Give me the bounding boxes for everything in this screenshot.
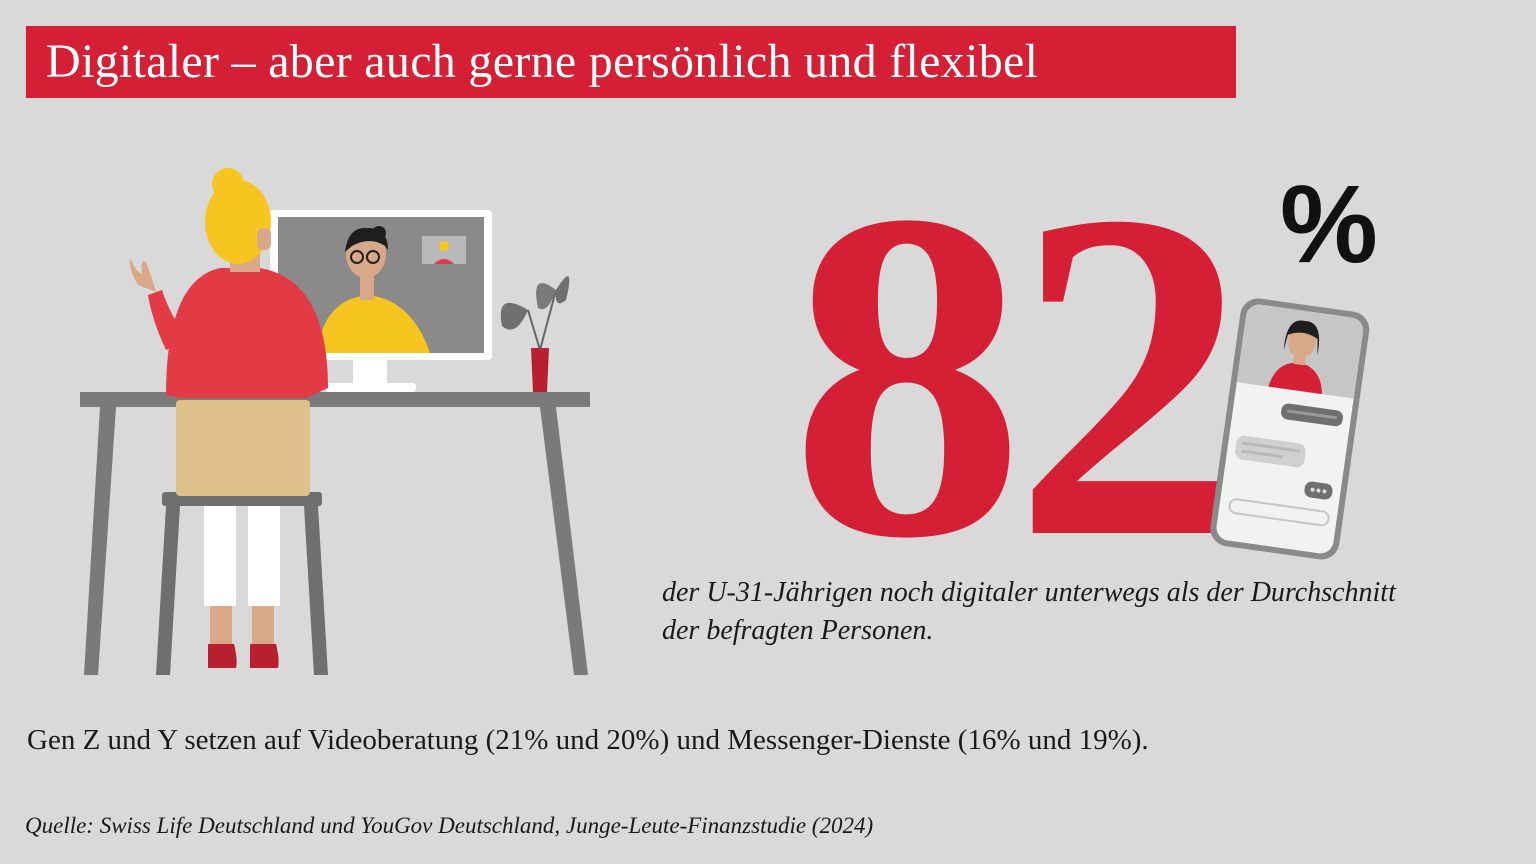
source-note: Quelle: Swiss Life Deutschland und YouGo… (25, 813, 874, 838)
video-call-illustration (80, 168, 590, 675)
caption-line-1: der U-31-Jährigen noch digitaler unterwe… (662, 577, 1396, 608)
title-banner: Digitaler – aber auch gerne persönlich u… (26, 26, 1236, 98)
smartphone-chat-illustration (1210, 298, 1370, 560)
page-title: Digitaler – aber auch gerne persönlich u… (46, 35, 1039, 88)
caption-line-2: der befragten Personen. (662, 615, 934, 646)
key-statement: Gen Z und Y setzen auf Videoberatung (21… (27, 724, 1149, 756)
stat-caption: der U-31-Jährigen noch digitaler unterwe… (662, 574, 1422, 650)
stat-value: 82 (790, 114, 1248, 635)
stat-unit: % (1280, 163, 1378, 286)
